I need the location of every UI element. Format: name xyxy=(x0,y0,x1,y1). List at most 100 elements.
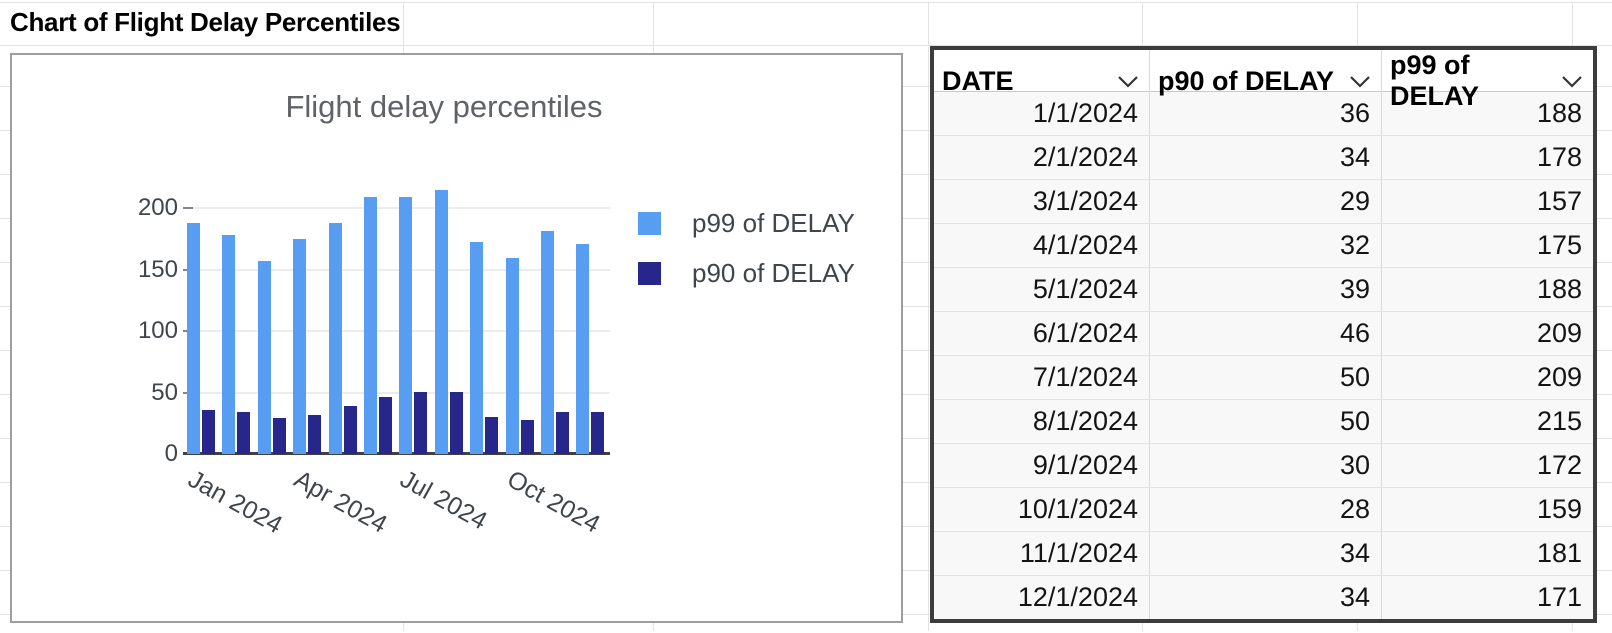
table-cell[interactable]: 8/1/2024 xyxy=(934,400,1150,443)
table-cell[interactable]: 159 xyxy=(1536,494,1582,524)
column-header-p90[interactable]: p90 of DELAY xyxy=(1150,50,1382,112)
table-cell[interactable]: 171 xyxy=(1536,582,1582,612)
table-cell[interactable]: 28 xyxy=(1150,488,1382,531)
bar-p90[interactable] xyxy=(520,420,534,454)
table-row: 10/1/2024 28 159 xyxy=(934,488,1593,532)
table-row: 5/1/2024 39 188 xyxy=(934,268,1593,312)
bar-p90[interactable] xyxy=(591,412,605,454)
table-cell[interactable]: 6/1/2024 xyxy=(934,312,1150,355)
table-cell[interactable]: 1/1/2024 xyxy=(934,92,1150,135)
bar-p99[interactable] xyxy=(399,197,413,454)
legend-item-p99: p99 of DELAY xyxy=(638,208,855,239)
column-header-p99[interactable]: p99 of DELAY xyxy=(1382,50,1593,112)
y-axis-label: 0 xyxy=(164,440,178,467)
bar-p99[interactable] xyxy=(576,244,590,454)
table-cell[interactable]: 29 xyxy=(1150,180,1382,223)
x-axis-label: Jul 2024 xyxy=(395,465,493,536)
bar-p99[interactable] xyxy=(257,261,271,454)
table-cell[interactable]: 188 xyxy=(1536,98,1582,128)
y-gridline xyxy=(183,207,610,209)
y-axis-label: 100 xyxy=(137,317,178,344)
bar-p90[interactable] xyxy=(237,412,251,454)
table-cell[interactable]: 157 xyxy=(1536,186,1582,216)
bar-p99[interactable] xyxy=(222,235,236,454)
data-table: DATE p90 of DELAY p99 of DELAY 1/1/2024 3… xyxy=(930,46,1597,623)
table-row: 12/1/2024 34 171 xyxy=(934,576,1593,619)
bar-p90[interactable] xyxy=(202,410,215,454)
table-cell[interactable]: 46 xyxy=(1150,312,1382,355)
table-cell[interactable]: 172 xyxy=(1536,450,1582,480)
table-row: 9/1/2024 30 172 xyxy=(934,444,1593,488)
y-gridline xyxy=(183,330,610,332)
bar-p90[interactable] xyxy=(379,397,392,454)
table-cell[interactable]: 50 xyxy=(1150,356,1382,399)
column-header-label: p90 of DELAY xyxy=(1158,65,1335,96)
table-cell[interactable]: 34 xyxy=(1150,576,1382,619)
bar-plot: 0 50 100 150 200 Jan 2024 Apr 2024 Jul 2024 Oct … xyxy=(12,55,901,621)
table-cell[interactable]: 34 xyxy=(1150,532,1382,575)
legend-label-p99: p99 of DELAY xyxy=(692,208,855,238)
filter-chevron-icon[interactable] xyxy=(1117,75,1139,88)
chart-title: Flight delay percentiles xyxy=(285,89,603,124)
table-cell[interactable]: 9/1/2024 xyxy=(934,444,1150,487)
bar-p99[interactable] xyxy=(470,242,484,454)
bar-p99[interactable] xyxy=(328,223,342,454)
column-header-label: p99 of DELAY xyxy=(1390,50,1480,111)
bar-p99[interactable] xyxy=(293,239,307,454)
table-cell[interactable]: 3/1/2024 xyxy=(934,180,1150,223)
y-gridline xyxy=(183,268,610,271)
gridline xyxy=(0,45,1612,46)
bar-p90[interactable] xyxy=(556,412,569,454)
table-cell[interactable]: 34 xyxy=(1150,136,1382,179)
table-cell[interactable]: 209 xyxy=(1536,318,1582,348)
table-cell[interactable]: 39 xyxy=(1150,268,1382,311)
gridline xyxy=(928,2,929,631)
table-cell[interactable]: 175 xyxy=(1536,230,1582,260)
legend-item-p90: p90 of DELAY xyxy=(638,258,855,289)
bar-p90[interactable] xyxy=(272,418,286,454)
table-cell[interactable]: 178 xyxy=(1536,142,1582,172)
bar-p99[interactable] xyxy=(541,231,554,454)
bar-p99[interactable] xyxy=(187,223,200,454)
column-header-date[interactable]: DATE xyxy=(934,50,1150,112)
table-cell[interactable]: 209 xyxy=(1536,362,1582,392)
chart-panel[interactable]: Flight delay percentiles 0 50 100 150 200 Jan… xyxy=(10,53,903,623)
bar-p90[interactable] xyxy=(449,392,463,454)
bar-p99[interactable] xyxy=(364,197,377,454)
bar-p90[interactable] xyxy=(485,417,499,454)
table-row: 8/1/2024 50 215 xyxy=(934,400,1593,444)
filter-chevron-icon[interactable] xyxy=(1561,75,1583,88)
table-cell[interactable]: 5/1/2024 xyxy=(934,268,1150,311)
legend-swatch-p99 xyxy=(638,212,661,235)
column-header-label: DATE xyxy=(942,65,1014,96)
table-cell[interactable]: 12/1/2024 xyxy=(934,576,1150,619)
bar-p99[interactable] xyxy=(505,258,519,454)
table-row: 6/1/2024 46 209 xyxy=(934,312,1593,356)
sheet-title-cell[interactable]: Chart of Flight Delay Percentiles xyxy=(10,7,401,37)
y-axis-label: 50 xyxy=(151,378,178,406)
table-body: 1/1/2024 36 188 2/1/2024 34 178 3/1/2024 29 157 4… xyxy=(934,92,1593,619)
table-cell[interactable]: 10/1/2024 xyxy=(934,488,1150,531)
table-cell[interactable]: 181 xyxy=(1536,538,1582,568)
table-cell[interactable]: 36 xyxy=(1150,92,1382,135)
table-cell[interactable]: 2/1/2024 xyxy=(934,136,1150,179)
table-row: 11/1/2024 34 181 xyxy=(934,532,1593,576)
x-axis-label: Oct 2024 xyxy=(502,465,605,539)
bar-p90[interactable] xyxy=(414,392,428,454)
bar-p90[interactable] xyxy=(308,415,322,454)
x-axis-label: Jan 2024 xyxy=(183,465,287,540)
table-cell[interactable]: 7/1/2024 xyxy=(934,356,1150,399)
gridline xyxy=(0,2,1612,3)
bar-p90[interactable] xyxy=(343,406,357,454)
table-cell[interactable]: 30 xyxy=(1150,444,1382,487)
bar-p99[interactable] xyxy=(434,190,448,454)
x-axis-label: Apr 2024 xyxy=(289,465,392,539)
table-cell[interactable]: 32 xyxy=(1150,224,1382,267)
table-cell[interactable]: 188 xyxy=(1536,274,1582,304)
filter-chevron-icon[interactable] xyxy=(1349,75,1371,88)
table-cell[interactable]: 4/1/2024 xyxy=(934,224,1150,267)
table-cell[interactable]: 11/1/2024 xyxy=(934,532,1150,575)
y-tick xyxy=(183,207,193,209)
table-cell[interactable]: 50 xyxy=(1150,400,1382,443)
table-cell[interactable]: 215 xyxy=(1536,406,1582,436)
